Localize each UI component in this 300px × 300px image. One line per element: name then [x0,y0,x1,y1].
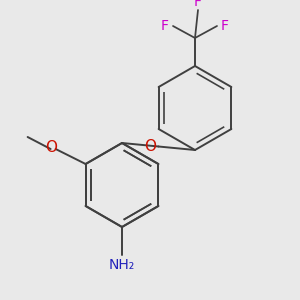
Text: O: O [145,139,157,154]
Text: F: F [194,0,202,9]
Text: F: F [221,19,229,33]
Text: NH₂: NH₂ [109,258,135,272]
Text: F: F [161,19,169,33]
Text: O: O [45,140,57,154]
